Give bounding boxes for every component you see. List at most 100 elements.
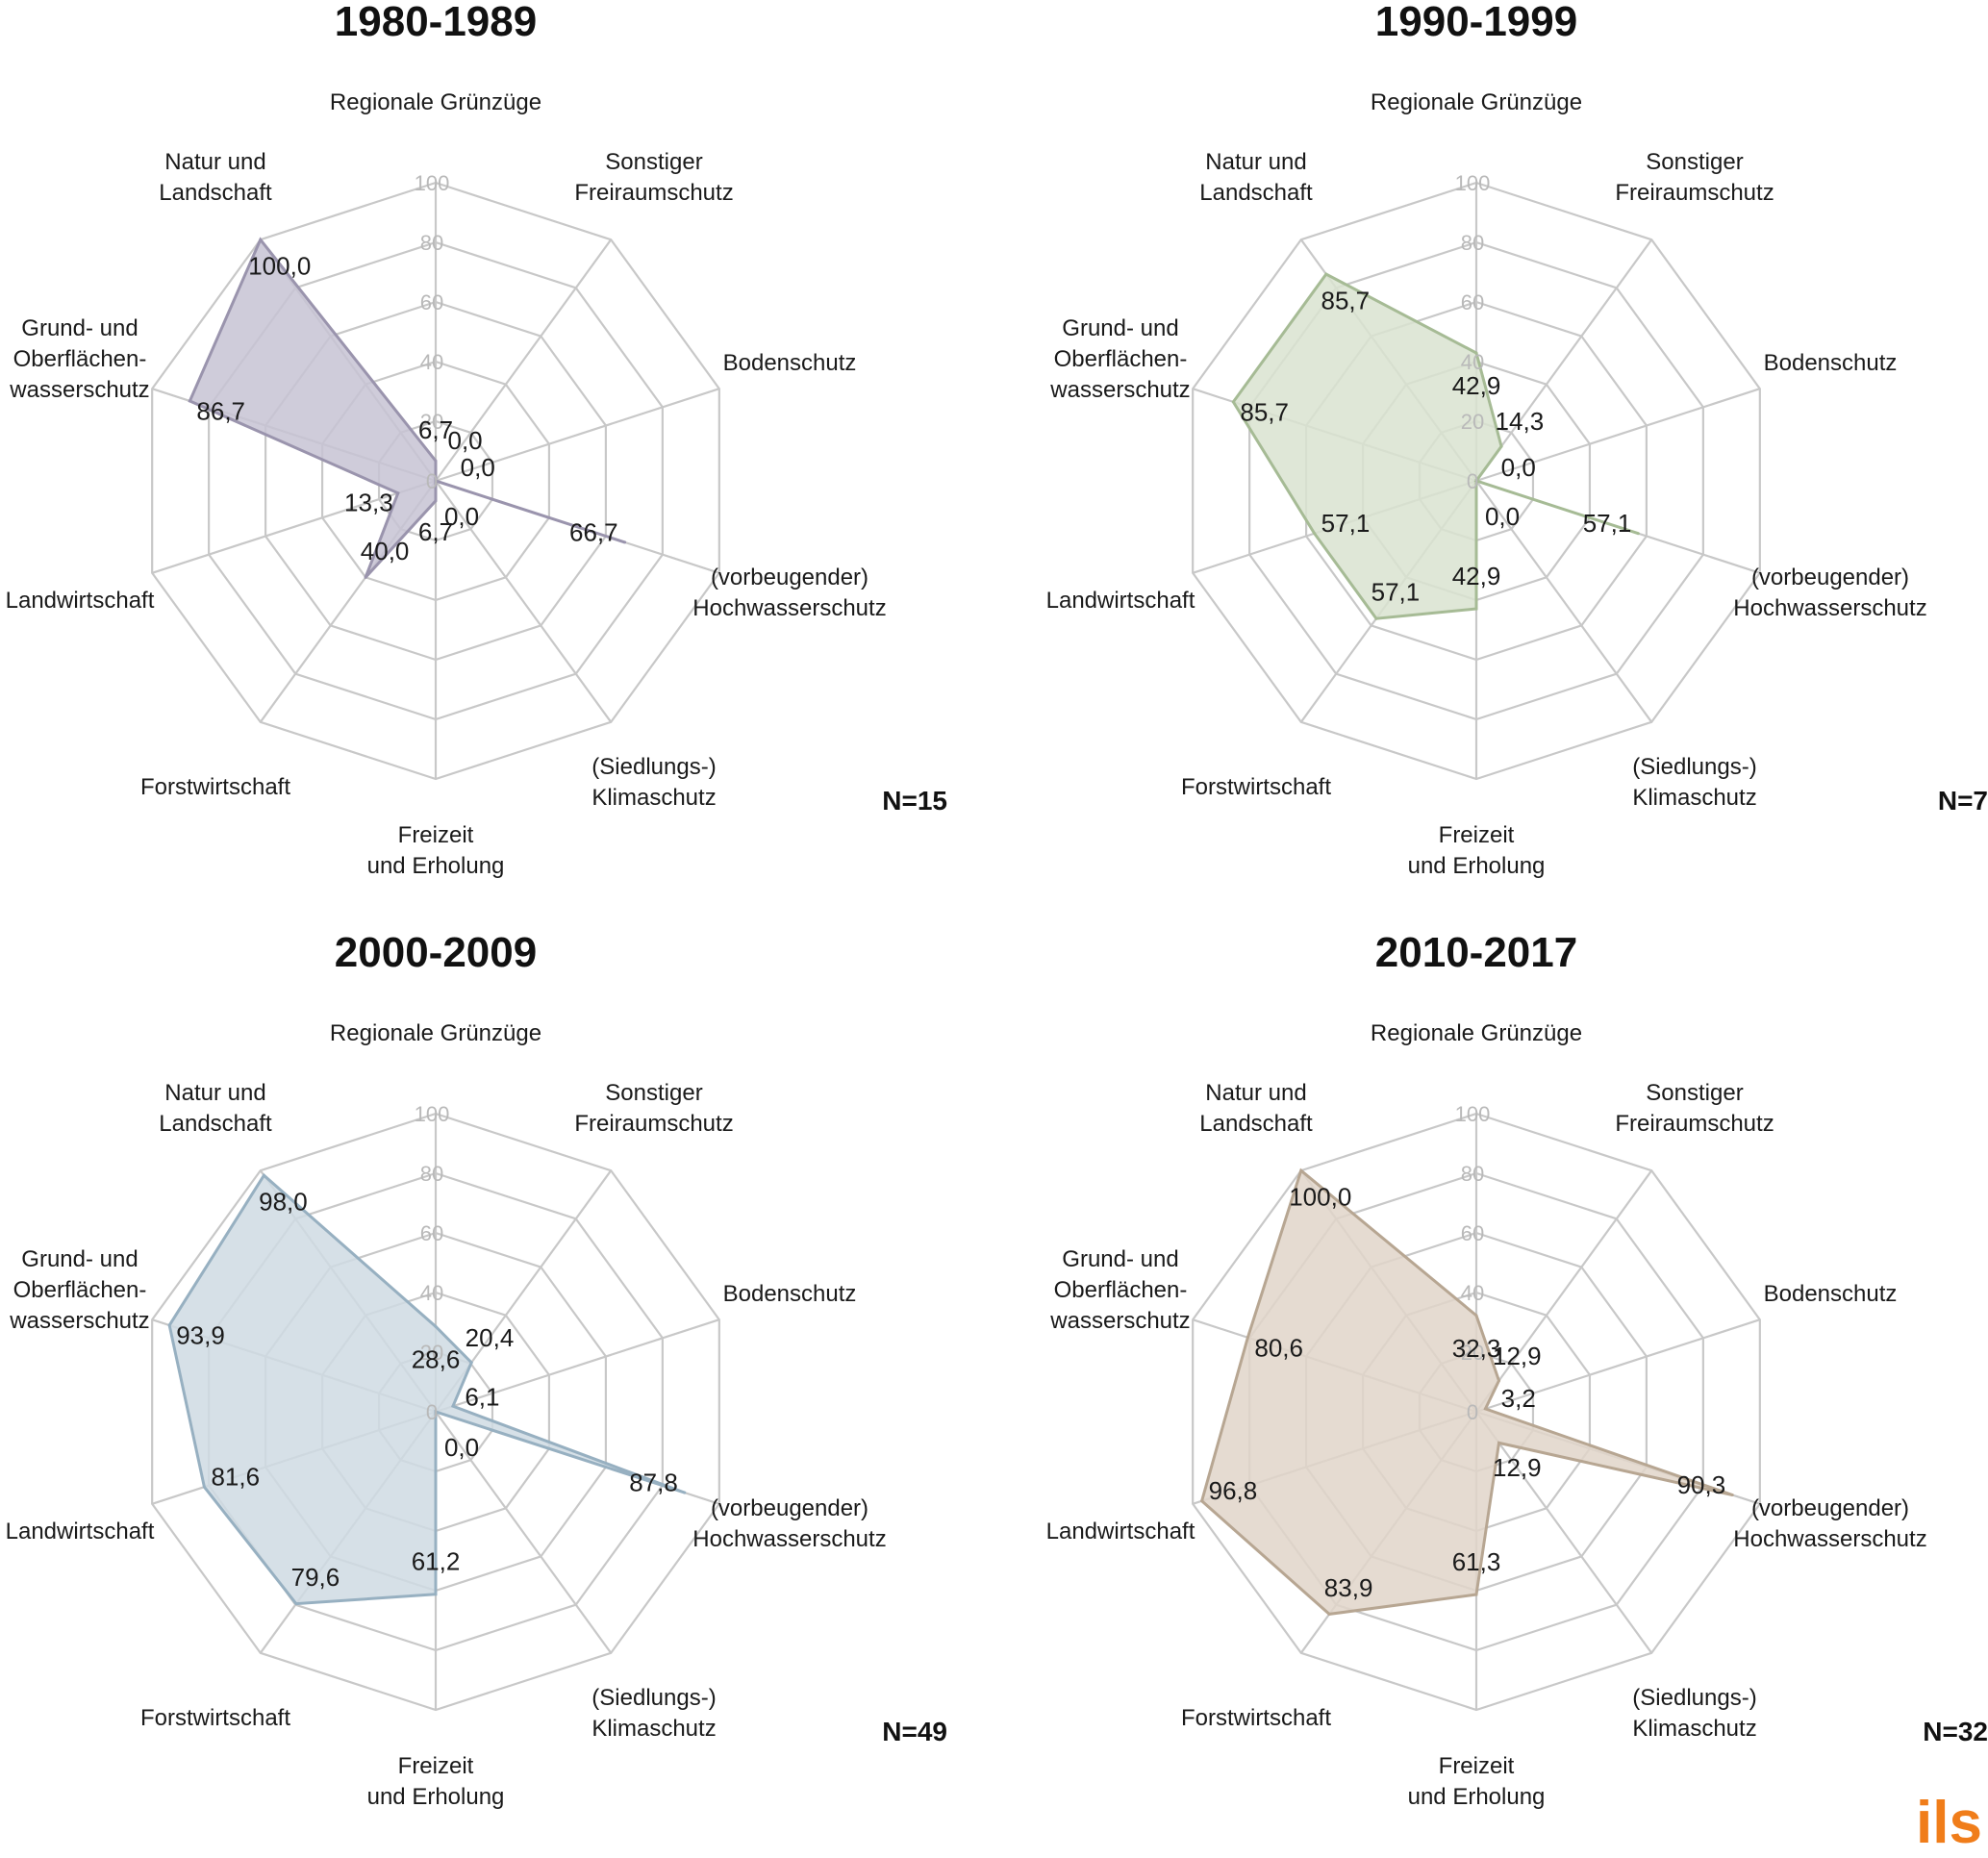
- radar-chart-3: 2000-2009 0 20 40 60 80 100 Regionale Grünzüge S…: [6, 929, 947, 1810]
- data-label: 100,0: [248, 252, 311, 281]
- axis-spoke: [435, 1411, 613, 1654]
- axis-label: (vorbeugender) Hochwasserschutz: [692, 1495, 886, 1552]
- tick-label: 80: [1461, 231, 1484, 255]
- tick-label: 0: [426, 469, 438, 493]
- axis-label: (Siedlungs-) Klimaschutz: [591, 754, 716, 811]
- data-area: [188, 237, 626, 579]
- tick-label: 80: [1461, 1162, 1484, 1186]
- data-point-4: [1636, 532, 1640, 536]
- data-label: 40,0: [361, 537, 410, 565]
- axis-label: Natur und Landschaft: [159, 1080, 272, 1137]
- radar-chart-4: 2010-2017 0 20 40 60 80 100 Regionale Grünzüge S…: [1046, 929, 1988, 1810]
- data-label: 6,1: [465, 1382, 499, 1411]
- data-label: 0,0: [444, 1433, 479, 1462]
- axis-label: (vorbeugender) Hochwasserschutz: [1733, 1495, 1926, 1552]
- data-point-9: [1246, 1336, 1249, 1340]
- data-point-10: [1324, 272, 1328, 276]
- tick-label: 100: [415, 171, 450, 195]
- axis-label: Regionale Grünzüge: [1371, 89, 1582, 115]
- axis-spoke: [435, 480, 613, 723]
- data-label: 12,9: [1493, 1453, 1542, 1482]
- data-point-7: [364, 575, 367, 579]
- axis-label: Freizeit und Erholung: [1408, 1753, 1546, 1810]
- axis-label: Grund- und Oberflächen-wasserschutz: [1049, 1246, 1190, 1334]
- ils-logo: ils: [1916, 1790, 1982, 1850]
- axis-label: Grund- und Oberflächen-wasserschutz: [9, 1246, 149, 1334]
- axis-spoke: [1475, 1169, 1653, 1413]
- data-label: 42,9: [1452, 371, 1501, 400]
- chart-title: 2000-2009: [335, 929, 537, 976]
- axis-label: (vorbeugender) Hochwasserschutz: [1733, 565, 1926, 621]
- axis-spoke: [435, 388, 720, 483]
- data-label: 85,7: [1240, 397, 1289, 426]
- axis-label: Forstwirtschaft: [140, 1705, 290, 1731]
- tick-label: 60: [1461, 290, 1484, 314]
- data-point-5: [434, 479, 438, 483]
- data-label: 0,0: [447, 426, 482, 455]
- data-point-8: [1200, 1499, 1204, 1503]
- data-point-1: [434, 1324, 438, 1328]
- data-point-4: [683, 1491, 687, 1494]
- data-label: 96,8: [1209, 1476, 1258, 1505]
- axis-label: Freizeit und Erholung: [367, 822, 505, 879]
- data-label: 0,0: [444, 502, 479, 531]
- data-label: 6,7: [418, 415, 453, 444]
- data-label: 28,6: [412, 1344, 461, 1373]
- axis-label: Freizeit und Erholung: [1408, 822, 1546, 879]
- axis-label: Regionale Grünzüge: [1371, 1020, 1582, 1046]
- axis-label: Bodenschutz: [1764, 350, 1898, 376]
- tick-label: 60: [1461, 1221, 1484, 1245]
- axis-spoke: [1475, 239, 1653, 482]
- data-label: 42,9: [1452, 562, 1501, 590]
- data-label: 57,1: [1371, 578, 1421, 607]
- axis-label: (vorbeugender) Hochwasserschutz: [692, 565, 886, 621]
- data-label: 79,6: [291, 1563, 340, 1592]
- data-label: 14,3: [1496, 407, 1545, 436]
- tick-label: 60: [420, 290, 443, 314]
- chart-title: 2010-2017: [1375, 929, 1577, 976]
- data-label: 12,9: [1493, 1342, 1542, 1370]
- data-label: 86,7: [196, 396, 245, 425]
- data-point-1: [1474, 351, 1478, 355]
- tick-label: 40: [420, 1281, 443, 1305]
- axis-label: Regionale Grünzüge: [330, 89, 541, 115]
- axis-label: Landwirtschaft: [1046, 1519, 1195, 1544]
- axis-label: Bodenschutz: [723, 1281, 857, 1307]
- data-label: 98,0: [259, 1188, 308, 1217]
- sample-size-label: N=49: [882, 1717, 947, 1746]
- data-point-9: [1231, 400, 1235, 404]
- sample-size-label: N=7: [1938, 786, 1988, 816]
- data-label: 0,0: [1485, 502, 1520, 531]
- axis-spoke: [1475, 1318, 1761, 1414]
- axis-label: Sonstiger Freiraumschutz: [1615, 149, 1774, 206]
- tick-label: 100: [415, 1102, 450, 1126]
- data-label: 57,1: [1321, 509, 1371, 538]
- data-point-10: [1299, 1168, 1303, 1172]
- axis-label: Forstwirtschaft: [140, 774, 290, 800]
- chart-title: 1990-1999: [1375, 0, 1577, 45]
- data-label: 3,2: [1501, 1384, 1536, 1413]
- axis-spoke: [1475, 1411, 1653, 1654]
- axis-label: Grund- und Oberflächen-wasserschutz: [9, 315, 149, 403]
- axis-label: Forstwirtschaft: [1181, 774, 1331, 800]
- axis-label: (Siedlungs-) Klimaschutz: [591, 1685, 716, 1742]
- data-label: 0,0: [461, 453, 495, 482]
- data-label: 80,6: [1254, 1333, 1303, 1362]
- axis-label: Freizeit und Erholung: [367, 1753, 505, 1810]
- data-point-10: [259, 238, 263, 241]
- tick-label: 80: [420, 231, 443, 255]
- data-point-2: [1499, 444, 1503, 448]
- data-point-2: [1497, 1379, 1501, 1383]
- data-label: 13,3: [344, 489, 393, 517]
- data-label: 83,9: [1324, 1573, 1373, 1602]
- axis-label: Sonstiger Freiraumschutz: [1615, 1080, 1774, 1137]
- data-point-8: [202, 1485, 206, 1489]
- axis-label: Bodenschutz: [1764, 1281, 1898, 1307]
- data-point-4: [1730, 1494, 1734, 1497]
- data-point-7: [1327, 1612, 1331, 1616]
- data-point-1: [434, 459, 438, 463]
- data-label: 81,6: [211, 1463, 260, 1492]
- data-point-6: [434, 499, 438, 503]
- data-label: 85,7: [1321, 287, 1371, 315]
- axis-label: Natur und Landschaft: [1199, 149, 1313, 206]
